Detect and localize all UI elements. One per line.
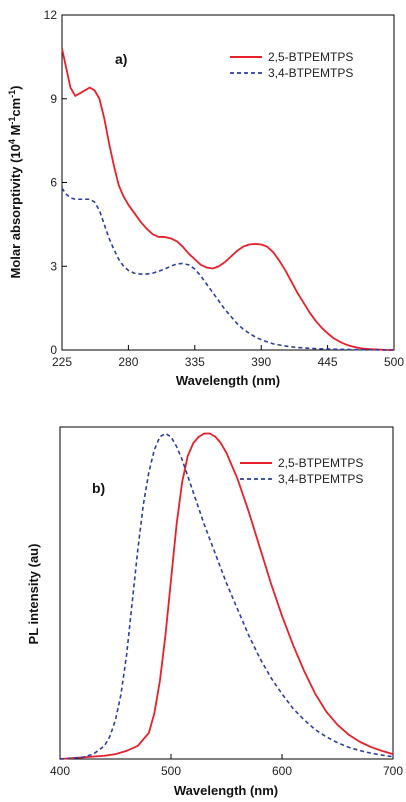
panel-b-x-tick-label-700: 700 [383,764,403,778]
panel-a-x-tick-label-335: 335 [185,355,205,369]
panel-a-ticks: 225 280 335 390 445 500 0 3 6 9 12 [44,8,405,369]
panel-b-series-3-4-btpemtps [59,432,394,760]
panel-a-x-tick-label-280: 280 [118,355,138,369]
panel-a-series-2-5-btpemtps [61,48,394,351]
legend-label-2-5-btpemtps: 2,5-BTPEMTPS [268,50,353,64]
panel-a-x-tick-label-390: 390 [251,355,271,369]
panel-b-series [59,432,394,760]
panel-a-absorption: 225 280 335 390 445 500 0 3 6 9 12 a) 2,5-BTPEMTPS… [7,8,404,388]
panel-b-series-2-5-btpemtps [59,432,394,760]
panel-a-y-tick-label-3: 3 [50,259,57,273]
panel-a-x-axis-title: Wavelength (nm) [176,373,280,388]
panel-a-y-tick-label-9: 9 [50,92,57,106]
panel-b-x-tick-label-600: 600 [272,764,292,778]
panel-b-photoluminescence: 400 500 600 700 b) 2,5-BTPEMTPS 3,4-BTPEMTP… [26,426,403,798]
panel-a-series-3-4-btpemtps [61,187,394,351]
panel-a-y-tick-label-6: 6 [50,176,57,190]
panel-a-y-axis-title: Molar absorptivity (104 M-1cm-1) [7,85,23,278]
panel-a-y-tick-label-12: 12 [44,8,58,22]
panel-b-y-axis-title: PL intensity (au) [26,544,41,645]
panel-a-x-tick-label-225: 225 [52,355,72,369]
legend-label-3-4-btpemtps: 3,4-BTPEMTPS [268,66,353,80]
panel-b-x-axis-title: Wavelength (nm) [174,783,278,798]
legend-label-2-5-btpemtps-b: 2,5-BTPEMTPS [278,456,363,470]
panel-a-x-tick-label-445: 445 [318,355,338,369]
panel-b-label: b) [92,480,105,496]
panel-b-plot-frame [59,426,394,760]
panel-a-y-tick-label-0: 0 [50,343,57,357]
legend-label-3-4-btpemtps-b: 3,4-BTPEMTPS [278,472,363,486]
panel-b-ticks: 400 500 600 700 [50,754,403,778]
panel-a-series [61,48,394,351]
panel-b-legend: 2,5-BTPEMTPS 3,4-BTPEMTPS [240,456,363,486]
panel-a-x-tick-label-500: 500 [384,355,404,369]
panel-a-label: a) [115,51,127,67]
panel-b-x-tick-label-500: 500 [161,764,181,778]
panel-b-x-tick-label-400: 400 [50,764,70,778]
panel-a-legend: 2,5-BTPEMTPS 3,4-BTPEMTPS [230,50,353,80]
